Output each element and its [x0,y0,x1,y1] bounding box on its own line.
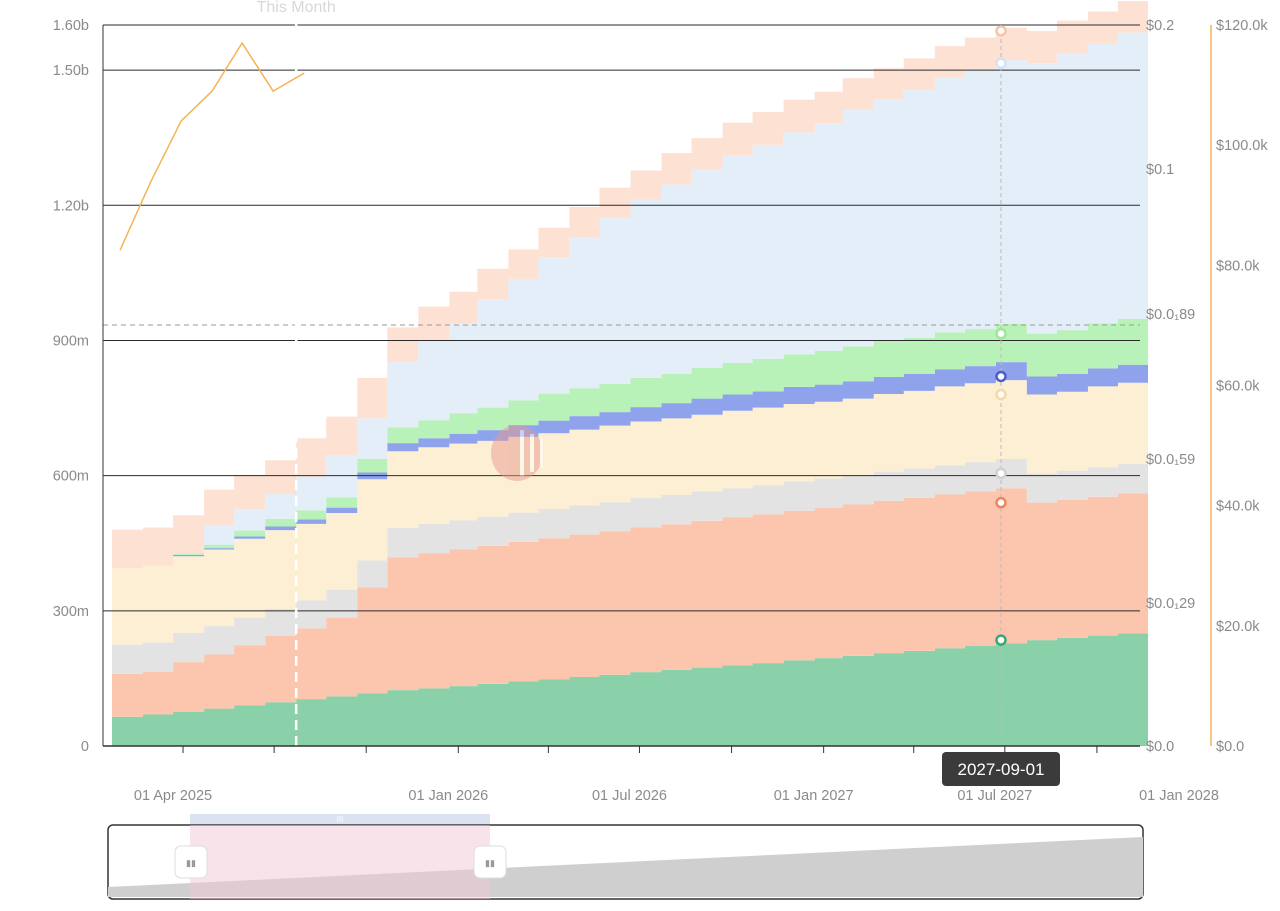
area-series-6 [112,32,1148,569]
y2-tick-label-0: $0.0 [1146,739,1174,755]
hover-point-0 [995,634,1007,646]
y3-tick-label-4: $80.0k [1216,258,1260,274]
area-series-5 [112,318,1148,569]
price-line-layer [119,41,305,251]
hover-point-3 [995,388,1007,401]
y1-tick-label-5: 1.50b [53,63,89,79]
price-line [119,41,305,251]
y3-tick-label-2: $40.0k [1216,499,1260,515]
left-handle-grip: ▮▮ [186,858,196,868]
gridlines [103,0,1140,746]
y2-tick-label-4: $0.1 [1146,162,1174,178]
y1-tick-label-2: 600m [53,469,89,485]
area-series-4 [112,362,1148,569]
slider-window-top-bar[interactable] [190,814,490,824]
watermark-logo [491,425,543,481]
hover-markers [995,25,1007,746]
y2-tick-label-1: $0.0₁29 [1146,596,1195,612]
y1-tick-label-6: 1.60b [53,18,89,34]
x-tick-label-1: 01 Jan 2026 [408,788,488,804]
y1-tick-label-4: 1.20b [53,198,89,214]
y3-tick-label-3: $60.0k [1216,379,1260,395]
hover-point-2 [995,467,1007,480]
axes: 0 300m 600m 900m 1.20b 1.50b 1.60b $0.0 $0.0₁29 $… [53,18,1269,804]
y1-tick-label-3: 900m [53,333,89,349]
date-tooltip: 2027-09-01 [942,752,1060,786]
area-series-2 [112,458,1148,674]
slider-window[interactable] [190,825,490,899]
hover-point-1 [995,496,1007,509]
x-tick-label-5: 01 Jan 2028 [1139,788,1219,804]
tooltip-date: 2027-09-01 [958,760,1045,779]
x-tick-label-0: 01 Apr 2025 [134,788,212,804]
hover-point-7 [995,25,1007,37]
area-series-0 [112,633,1148,746]
y3-tick-label-1: $20.0k [1216,619,1260,635]
stacked-areas [112,1,1148,746]
hover-point-6 [995,57,1007,70]
y3-tick-label-6: $120.0k [1216,18,1268,34]
hover-point-5 [995,327,1007,340]
y2-tick-label-2: $0.0₁59 [1146,452,1195,468]
area-series-1 [112,488,1148,717]
y3-tick-label-0: $0.0 [1216,739,1244,755]
this-month-label: This Month [257,0,336,16]
slider-top-grip[interactable]: III [337,815,344,824]
right-handle-grip: ▮▮ [485,858,495,868]
y1-tick-label-0: 0 [81,739,89,755]
y2-tick-label-5: $0.2 [1146,18,1174,34]
range-slider[interactable]: III ▮▮ ▮▮ [107,814,1144,900]
slider-left-handle[interactable]: ▮▮ [174,845,208,879]
slider-right-handle[interactable]: ▮▮ [473,845,507,879]
x-tick-label-2: 01 Jul 2026 [592,788,667,804]
y1-tick-label-1: 300m [53,604,89,620]
x-tick-label-3: 01 Jan 2027 [774,788,854,804]
y3-tick-label-5: $100.0k [1216,138,1268,154]
hover-point-4 [995,370,1007,383]
y2-tick-label-3: $0.0₁89 [1146,307,1195,323]
area-series-3 [112,380,1148,645]
annotations: This Month [257,0,336,16]
x-tick-label-4: 01 Jul 2027 [957,788,1032,804]
area-series-7 [112,1,1148,569]
